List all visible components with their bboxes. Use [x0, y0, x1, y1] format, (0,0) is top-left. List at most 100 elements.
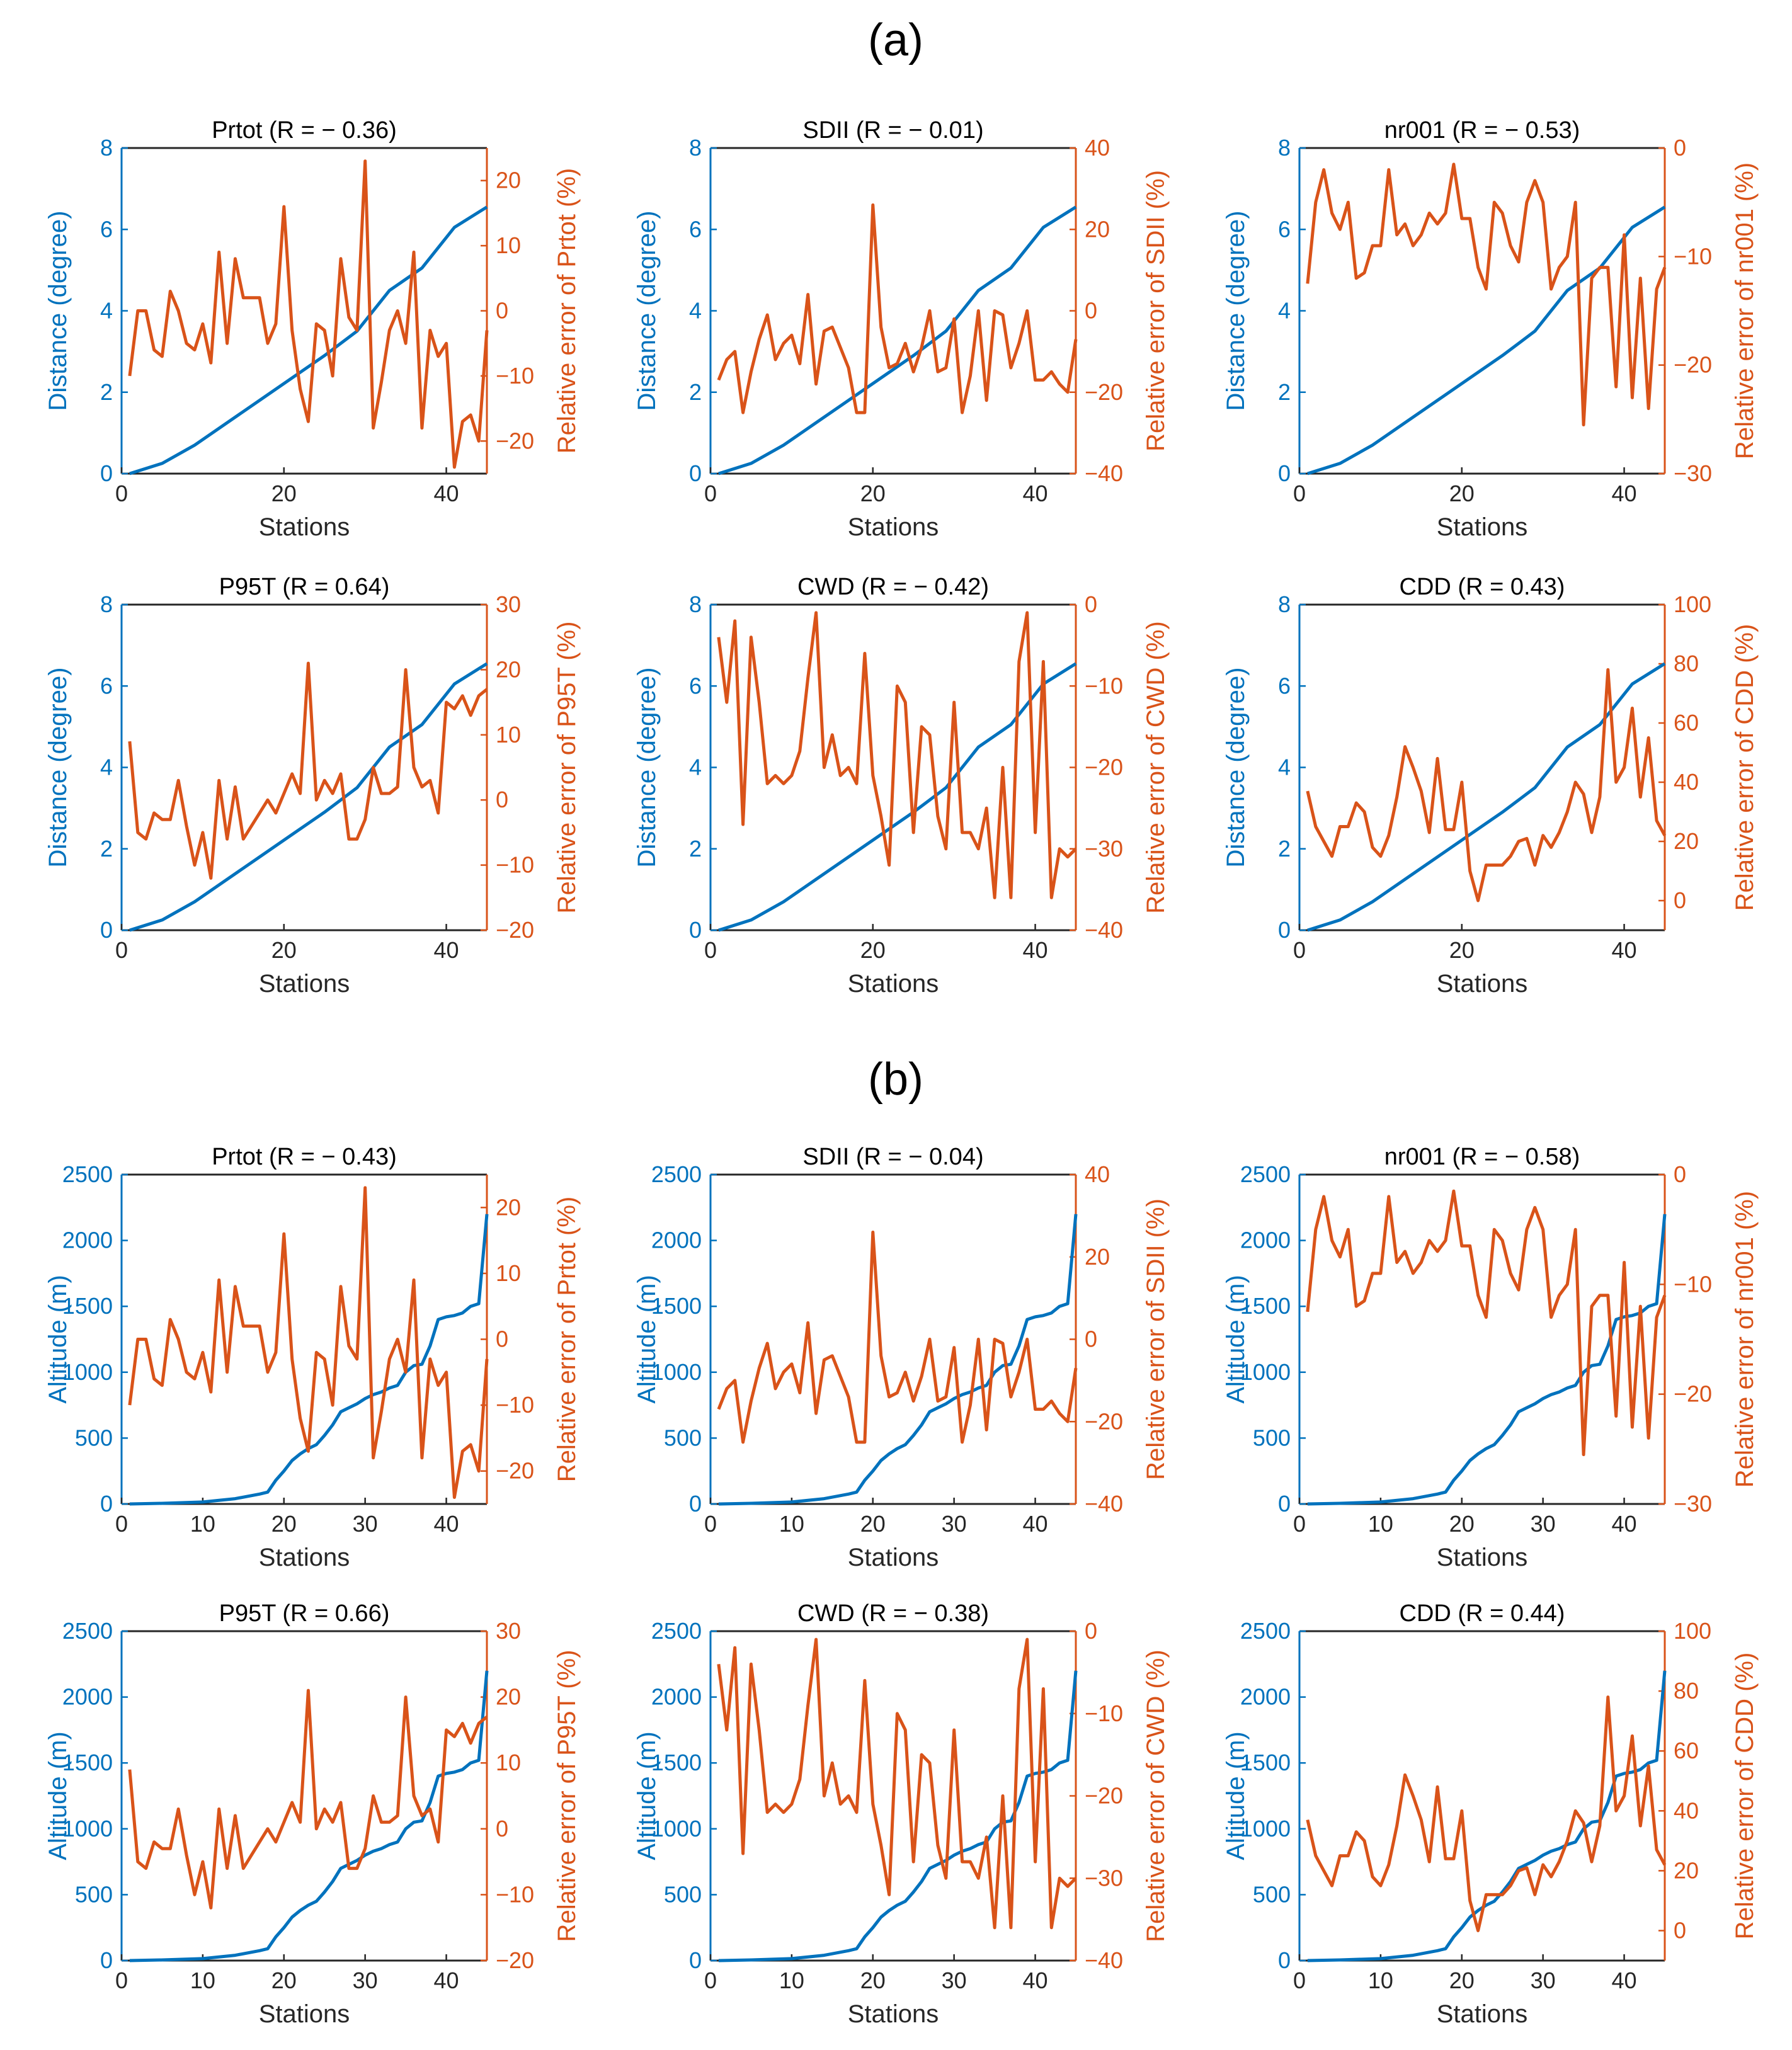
series-line-altitude	[718, 1214, 1078, 1506]
left-tick-label: 6	[100, 216, 113, 242]
left-tick-label: 0	[1278, 1491, 1291, 1517]
chart-b-1: 0 10 20 30 40 0 500 1000 1500 2000 2500 −20 −10 0 10 20…	[44, 1144, 581, 1571]
x-tick-label: 0	[1293, 1511, 1306, 1537]
left-tick-label: 8	[689, 591, 702, 617]
x-tick-label: 30	[353, 1511, 378, 1537]
right-tick-label: −10	[496, 363, 534, 389]
right-tick-label: 0	[1674, 1161, 1686, 1187]
chart-b-4: 0 10 20 30 40 0 500 1000 1500 2000 2500 −20 −10 0 10 20…	[44, 1600, 581, 2028]
left-tick-label: 1000	[1240, 1816, 1291, 1842]
x-axis-label: Stations	[259, 513, 350, 541]
x-tick-label: 10	[779, 1967, 804, 1993]
series-line-relative-error	[128, 1186, 489, 1499]
chart-title: CDD (R = 0.43)	[1400, 574, 1565, 600]
right-tick-label: −10	[1085, 673, 1123, 698]
right-tick-label: −10	[1674, 243, 1712, 269]
x-tick-label: 40	[1612, 937, 1637, 963]
series-line-relative-error	[128, 1688, 488, 1910]
left-tick-label: 6	[1278, 216, 1291, 242]
panel-label-a: (a)	[868, 15, 923, 65]
right-axis-label: Relative error of SDII (%)	[1142, 170, 1170, 452]
left-axis-label: Distance (degree)	[633, 668, 661, 868]
left-tick-label: 8	[100, 591, 113, 617]
x-tick-label: 40	[434, 1967, 459, 1993]
x-tick-label: 10	[190, 1511, 215, 1537]
left-tick-label: 2	[689, 379, 702, 405]
right-tick-label: 40	[1674, 1797, 1699, 1823]
right-tick-label: 0	[1085, 591, 1097, 617]
right-tick-label: −40	[1085, 1947, 1123, 1973]
series-line-relative-error	[717, 1637, 1077, 1930]
chart-title: CWD (R = − 0.38)	[797, 1600, 989, 1627]
series-line-relative-error	[1306, 162, 1667, 426]
left-tick-label: 0	[100, 460, 113, 486]
right-tick-label: 20	[496, 168, 521, 193]
left-tick-label: 2	[100, 379, 113, 405]
right-tick-label: 80	[1674, 651, 1699, 676]
right-tick-label: 30	[496, 1618, 521, 1644]
chart-a-1: 0 20 40 0 2 4 6 8 −20 −10 0 10 20 Prtot (R = − 0.36) S…	[44, 117, 581, 541]
left-tick-label: 2000	[651, 1227, 702, 1253]
chart-title: CWD (R = − 0.42)	[797, 574, 989, 600]
left-tick-label: 1000	[62, 1359, 113, 1385]
x-tick-label: 40	[1023, 1967, 1048, 1993]
x-tick-label: 20	[860, 481, 886, 506]
right-tick-label: −40	[1085, 1491, 1123, 1517]
x-tick-label: 10	[1368, 1967, 1393, 1993]
left-tick-label: 0	[100, 1947, 113, 1973]
right-tick-label: 20	[496, 656, 521, 682]
left-tick-label: 4	[689, 755, 702, 780]
x-tick-label: 40	[434, 1511, 459, 1537]
left-tick-label: 1500	[1240, 1750, 1291, 1775]
right-tick-label: −10	[1085, 1700, 1123, 1726]
left-tick-label: 0	[1278, 1947, 1291, 1973]
left-axis-label: Altitude (m)	[633, 1275, 661, 1404]
chart-title: SDII (R = − 0.01)	[802, 117, 983, 144]
right-axis-label: Relative error of P95T (%)	[553, 1650, 581, 1942]
series-line-relative-error	[1306, 1695, 1667, 1932]
right-tick-label: 20	[1085, 1244, 1110, 1270]
left-tick-label: 6	[100, 673, 113, 698]
right-tick-label: 0	[496, 298, 508, 324]
x-tick-label: 10	[190, 1967, 215, 1993]
right-tick-label: 40	[1085, 1161, 1110, 1187]
right-axis-label: Relative error of P95T (%)	[553, 622, 581, 914]
right-tick-label: 20	[496, 1194, 521, 1220]
left-tick-label: 1000	[62, 1816, 113, 1842]
left-tick-label: 0	[689, 1947, 702, 1973]
left-tick-label: 2000	[62, 1227, 113, 1253]
left-axis-label: Distance (degree)	[44, 211, 72, 411]
right-axis-label: Relative error of SDII (%)	[1142, 1199, 1170, 1480]
right-tick-label: −20	[496, 1947, 534, 1973]
right-tick-label: −10	[496, 1392, 534, 1418]
left-tick-label: 2000	[651, 1684, 702, 1710]
right-tick-label: 10	[496, 232, 521, 258]
right-tick-label: −30	[1085, 836, 1123, 862]
x-tick-label: 20	[860, 1511, 886, 1537]
series-line-relative-error	[717, 203, 1078, 414]
left-axis-label: Altitude (m)	[633, 1731, 661, 1860]
x-tick-label: 30	[353, 1967, 378, 1993]
right-tick-label: 0	[496, 1816, 508, 1842]
left-tick-label: 6	[689, 216, 702, 242]
right-tick-label: −40	[1085, 917, 1123, 943]
right-tick-label: −20	[496, 1458, 534, 1484]
left-tick-label: 2000	[62, 1684, 113, 1710]
right-axis-label: Relative error of nr001 (%)	[1731, 1191, 1759, 1488]
series-line-distance	[129, 205, 488, 475]
series-line-altitude	[129, 1214, 489, 1506]
right-tick-label: 20	[496, 1684, 521, 1710]
left-tick-label: 0	[1278, 460, 1291, 486]
left-tick-label: 2500	[62, 1618, 113, 1644]
x-axis-label: Stations	[259, 2000, 350, 2028]
right-tick-label: −10	[496, 1881, 534, 1907]
chart-title: nr001 (R = − 0.58)	[1384, 1144, 1580, 1170]
x-tick-label: 0	[115, 937, 128, 963]
left-tick-label: 500	[664, 1881, 702, 1907]
x-tick-label: 40	[1612, 481, 1637, 506]
right-axis-label: Relative error of Prtot (%)	[553, 168, 581, 453]
chart-title: nr001 (R = − 0.53)	[1384, 117, 1580, 144]
chart-b-6: 0 10 20 30 40 0 500 1000 1500 2000 2500 0 20 40 60 80 10…	[1222, 1600, 1759, 2028]
x-tick-label: 0	[115, 1967, 128, 1993]
